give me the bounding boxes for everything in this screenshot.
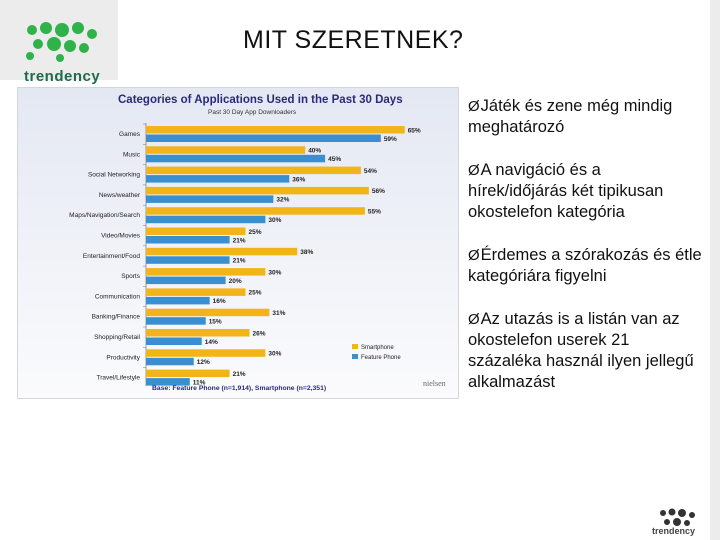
bar-smartphone — [146, 349, 266, 357]
data-label-feature-phone: 32% — [276, 197, 289, 204]
bar-smartphone — [146, 268, 266, 276]
category-label: Maps/Navigation/Search — [69, 212, 140, 219]
data-label-feature-phone: 59% — [384, 136, 397, 143]
category-label: Music — [123, 151, 141, 158]
legend-swatch-smartphone — [352, 344, 358, 349]
bullet-item: ØA navigáció és a hírek/időjárás két tip… — [468, 160, 704, 223]
bar-feature-phone — [146, 296, 210, 305]
category-label: Social Networking — [88, 172, 140, 179]
bar-feature-phone — [146, 276, 226, 285]
data-label-feature-phone: 36% — [292, 176, 305, 183]
chart-panel: Categories of Applications Used in the P… — [18, 88, 458, 398]
bar-smartphone — [146, 227, 246, 235]
logo-text: trendency — [24, 68, 101, 85]
data-label-smartphone: 54% — [364, 168, 377, 175]
right-edge-strip — [710, 0, 720, 540]
bullet-list: ØJáték és zene még mindig meghatározó ØA… — [468, 96, 704, 415]
data-label-feature-phone: 12% — [197, 359, 210, 366]
chart-title: Categories of Applications Used in the P… — [118, 94, 403, 106]
arrow-bullet-icon: Ø — [468, 311, 480, 328]
category-label: Games — [119, 131, 141, 138]
bar-smartphone — [146, 288, 246, 296]
data-label-feature-phone: 11% — [193, 379, 206, 386]
data-label-feature-phone: 21% — [233, 258, 246, 265]
data-label-feature-phone: 15% — [209, 319, 222, 326]
arrow-bullet-icon: Ø — [468, 98, 480, 115]
category-label: Productivity — [106, 354, 140, 361]
legend-swatch-feature-phone — [352, 354, 358, 359]
bullet-item: ØJáték és zene még mindig meghatározó — [468, 96, 704, 138]
data-label-feature-phone: 30% — [268, 217, 281, 224]
footer-logo-icon — [660, 508, 695, 526]
bar-smartphone — [146, 207, 365, 215]
legend-label-smartphone: Smartphone — [361, 345, 394, 351]
bar-smartphone — [146, 186, 369, 195]
category-label: Video/Movies — [101, 233, 141, 240]
category-label: Sports — [121, 273, 141, 280]
bar-feature-phone — [146, 134, 381, 142]
category-label: Entertainment/Food — [83, 253, 140, 260]
nielsen-logo: nielsen — [423, 379, 446, 388]
data-label-feature-phone: 20% — [229, 278, 242, 285]
data-label-feature-phone: 16% — [213, 298, 226, 305]
bullet-item: ØÉrdemes a szórakozás és étle kategóriár… — [468, 245, 704, 287]
bullet-text: A navigáció és a hírek/időjárás két tipi… — [468, 161, 664, 221]
bar-feature-phone — [146, 195, 274, 203]
bullet-text: Érdemes a szórakozás és étle kategóriára… — [468, 246, 702, 285]
bar-feature-phone — [146, 175, 290, 183]
data-label-smartphone: 25% — [249, 290, 262, 297]
bar-smartphone — [146, 329, 250, 337]
arrow-bullet-icon: Ø — [468, 247, 480, 264]
bar-feature-phone — [146, 256, 230, 264]
footer-logo-text: trendency — [652, 526, 696, 536]
legend-label-feature-phone: Feature Phone — [361, 355, 401, 361]
data-label-smartphone: 56% — [372, 188, 385, 195]
bar-feature-phone — [146, 337, 202, 345]
slide-title: MIT SZERETNEK? — [243, 26, 464, 54]
data-label-smartphone: 30% — [268, 269, 281, 276]
data-label-smartphone: 65% — [408, 127, 421, 134]
bullet-item: ØAz utazás is a listán van az okostelefo… — [468, 309, 704, 393]
data-label-smartphone: 25% — [249, 229, 262, 236]
bar-smartphone — [146, 126, 405, 134]
bar-smartphone — [146, 146, 306, 154]
bar-feature-phone — [146, 378, 190, 386]
bar-smartphone — [146, 166, 361, 175]
data-label-smartphone: 26% — [252, 330, 265, 337]
data-label-smartphone: 40% — [308, 148, 321, 155]
bar-feature-phone — [146, 236, 230, 244]
data-label-smartphone: 38% — [300, 249, 313, 256]
chart-subtitle: Past 30 Day App Downloaders — [208, 109, 297, 116]
category-label: Communication — [95, 293, 141, 300]
bar-smartphone — [146, 308, 270, 317]
bar-feature-phone — [146, 317, 206, 325]
bar-chart: Categories of Applications Used in the P… — [18, 88, 458, 398]
bar-smartphone — [146, 369, 230, 378]
data-label-smartphone: 31% — [272, 310, 285, 317]
data-label-smartphone: 21% — [233, 371, 246, 378]
chart-base-note: Base: Feature Phone (n=1,914), Smartphon… — [152, 385, 326, 392]
bar-smartphone — [146, 247, 298, 256]
bar-feature-phone — [146, 357, 194, 366]
category-label: Banking/Finance — [92, 314, 141, 321]
data-label-feature-phone: 21% — [233, 237, 246, 244]
category-label: Shopping/Retail — [94, 334, 140, 341]
category-label: Travel/Lifestyle — [97, 375, 141, 382]
data-label-feature-phone: 14% — [205, 339, 218, 346]
trendency-logo-icon — [26, 22, 97, 62]
bullet-text: Az utazás is a listán van az okostelefon… — [468, 310, 694, 391]
bar-feature-phone — [146, 215, 266, 224]
arrow-bullet-icon: Ø — [468, 162, 480, 179]
data-label-smartphone: 30% — [268, 351, 281, 358]
data-label-feature-phone: 45% — [328, 156, 341, 163]
bullet-text: Játék és zene még mindig meghatározó — [468, 97, 673, 136]
category-label: News/weather — [99, 192, 141, 199]
bar-feature-phone — [146, 154, 326, 163]
data-label-smartphone: 55% — [368, 209, 381, 216]
